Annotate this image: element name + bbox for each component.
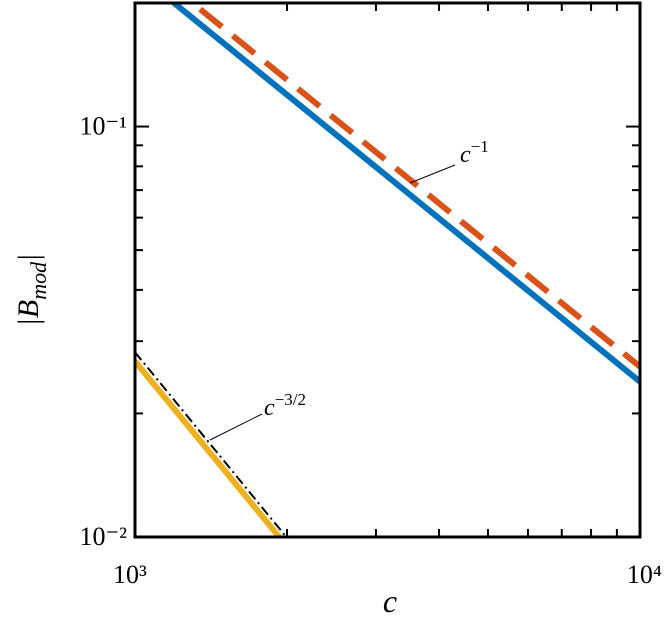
x-axis-label: c xyxy=(383,583,397,619)
annotation-text: c xyxy=(264,395,275,421)
axes-frame xyxy=(133,1,642,539)
line-series xyxy=(135,359,282,537)
line-series xyxy=(169,3,640,385)
line-series xyxy=(135,351,286,536)
y-label-sub: mod xyxy=(26,261,51,300)
annotation-leader xyxy=(409,164,456,184)
annotation: c−1 xyxy=(460,137,489,168)
line-series xyxy=(187,3,640,370)
annotation-leader xyxy=(209,413,263,441)
x-tick-label: 10⁴ xyxy=(627,560,662,589)
y-tick-label: 10⁻¹ xyxy=(79,112,127,141)
y-tick-label: 10⁻² xyxy=(79,522,127,551)
annotation-sup: −1 xyxy=(471,137,489,156)
x-tick-label: 10³ xyxy=(113,560,147,589)
y-axis-label: |Bmod| xyxy=(12,254,51,327)
annotation-sup: −3/2 xyxy=(275,390,306,409)
annotation-text: c xyxy=(460,142,471,168)
annotation: c−3/2 xyxy=(264,390,306,421)
plot-area xyxy=(135,3,640,537)
y-label-close: | xyxy=(12,254,45,262)
y-label-open: |B xyxy=(12,300,45,327)
